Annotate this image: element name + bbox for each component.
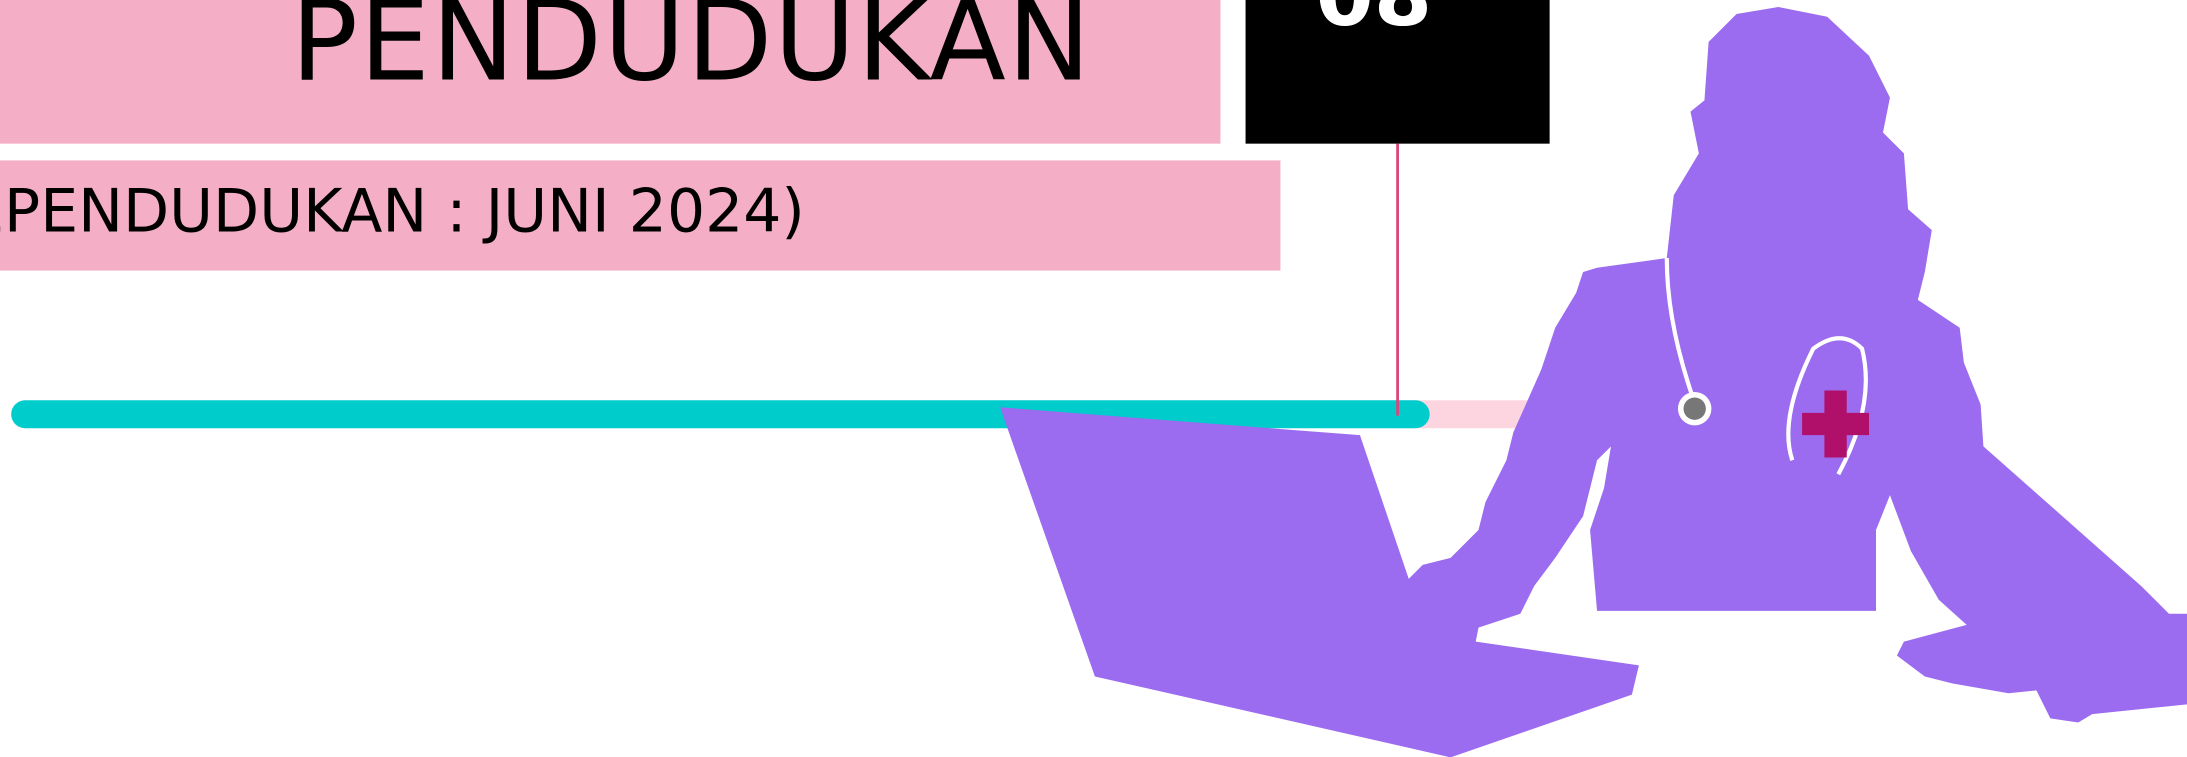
- progress-bar: [11, 400, 1430, 428]
- canvas: PENDUDUKAN 08 EPENDUDUKAN : JUNI 2024): [0, 0, 2187, 757]
- subtitle: EPENDUDUKAN : JUNI 2024): [0, 177, 805, 247]
- stethoscope-head: [1684, 398, 1706, 420]
- scene: PENDUDUKAN 08 EPENDUDUKAN : JUNI 2024): [0, 0, 2187, 757]
- page: {"header": {"title": "PENDUDUKAN", "subt…: [0, 0, 2187, 757]
- title: PENDUDUKAN: [291, 0, 1092, 107]
- number: 08: [1316, 0, 1432, 45]
